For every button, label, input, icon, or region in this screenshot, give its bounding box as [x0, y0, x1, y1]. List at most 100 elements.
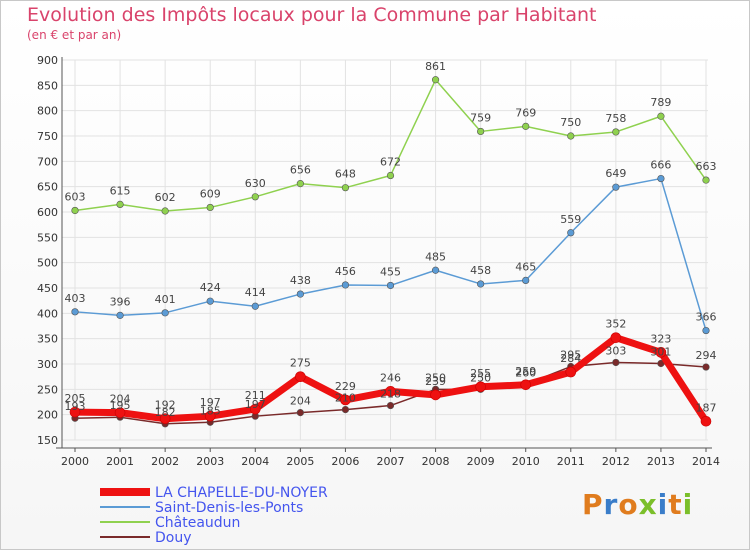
data-label-la-chapelle-du-noyer: 352	[605, 318, 626, 331]
data-point-ch-teaudun	[567, 132, 575, 140]
data-label-la-chapelle-du-noyer: 275	[290, 357, 311, 370]
data-label-ch-teaudun: 603	[65, 190, 86, 203]
data-label-ch-teaudun: 769	[515, 106, 536, 119]
data-point-douy	[386, 401, 395, 410]
y-tick-label: 600	[37, 206, 58, 219]
proxiti-logo: Proxiti	[582, 488, 693, 521]
data-point-la-chapelle-du-noyer	[610, 332, 622, 343]
y-tick-label: 150	[37, 434, 58, 447]
chart-subtitle: (en € et par an)	[27, 28, 122, 42]
data-point-ch-teaudun	[296, 180, 304, 188]
data-label-saint-denis-les-ponts: 456	[335, 265, 356, 278]
data-label-la-chapelle-du-noyer: 284	[560, 352, 581, 365]
legend-label: Douy	[155, 530, 192, 546]
x-tick-label: 2007	[377, 455, 405, 468]
data-label-saint-denis-les-ponts: 458	[470, 264, 491, 277]
legend-label: LA CHAPELLE-DU-NOYER	[155, 485, 328, 501]
y-tick-label: 650	[37, 181, 58, 194]
data-label-saint-denis-les-ponts: 438	[290, 274, 311, 287]
y-tick-label: 250	[37, 383, 58, 396]
y-tick-label: 700	[37, 155, 58, 168]
y-tick-label: 750	[37, 130, 58, 143]
x-tick-label: 2014	[692, 455, 720, 468]
data-label-ch-teaudun: 663	[696, 160, 717, 173]
x-tick-label: 2000	[61, 455, 89, 468]
data-label-douy: 301	[650, 345, 671, 358]
data-label-saint-denis-les-ponts: 455	[380, 265, 401, 278]
logo-letter: i	[682, 488, 694, 521]
data-label-douy: 260	[515, 366, 536, 379]
data-point-saint-denis-les-ponts	[71, 308, 79, 316]
data-point-douy	[702, 363, 710, 371]
data-point-ch-teaudun	[161, 207, 169, 215]
data-point-saint-denis-les-ponts	[477, 280, 485, 288]
data-point-ch-teaudun	[522, 122, 530, 130]
data-point-ch-teaudun	[702, 176, 710, 184]
y-tick-label: 550	[37, 231, 58, 244]
data-label-saint-denis-les-ponts: 649	[605, 167, 626, 180]
data-point-la-chapelle-du-noyer	[700, 415, 712, 427]
y-tick-label: 450	[37, 282, 58, 295]
data-label-la-chapelle-du-noyer: 205	[65, 392, 86, 405]
x-tick-label: 2011	[557, 455, 585, 468]
logo-letter: P	[582, 488, 604, 521]
data-point-la-chapelle-du-noyer	[520, 379, 532, 391]
data-point-ch-teaudun	[477, 127, 485, 136]
x-tick-label: 2008	[422, 455, 450, 468]
x-tick-label: 2010	[512, 455, 540, 468]
data-label-ch-teaudun: 750	[560, 116, 581, 129]
data-point-la-chapelle-du-noyer	[475, 381, 486, 393]
data-label-ch-teaudun: 602	[155, 191, 176, 204]
x-tick-label: 2013	[647, 455, 675, 468]
y-tick-label: 200	[37, 409, 58, 422]
data-point-saint-denis-les-ponts	[431, 266, 440, 274]
data-label-ch-teaudun: 672	[380, 156, 401, 169]
data-label-saint-denis-les-ponts: 403	[65, 292, 86, 305]
data-label-la-chapelle-du-noyer: 255	[470, 367, 491, 380]
x-tick-label: 2006	[331, 455, 359, 468]
data-point-la-chapelle-du-noyer	[655, 347, 667, 358]
data-point-saint-denis-les-ponts	[567, 229, 575, 237]
data-point-la-chapelle-du-noyer	[114, 407, 126, 418]
data-point-la-chapelle-du-noyer	[430, 389, 441, 401]
y-tick-label: 850	[37, 79, 58, 92]
axes: 150 200 250 300 350 400 450 500 550 600 650 700 750 8…	[37, 54, 720, 468]
chart-title: Evolution des Impôts locaux pour la Comm…	[27, 4, 597, 26]
legend: LA CHAPELLE-DU-NOYERSaint-Denis-les-Pont…	[100, 485, 328, 546]
data-label-la-chapelle-du-noyer: 229	[335, 380, 356, 393]
data-label-douy: 204	[290, 395, 311, 408]
data-point-ch-teaudun	[612, 128, 620, 136]
data-label-saint-denis-les-ponts: 401	[155, 293, 176, 306]
data-label-ch-teaudun: 615	[110, 184, 131, 197]
data-label-douy: 197	[245, 398, 266, 411]
data-label-ch-teaudun: 758	[605, 112, 626, 125]
x-tick-label: 2001	[106, 455, 134, 468]
data-point-la-chapelle-du-noyer	[385, 386, 396, 397]
legend-label: Châteaudun	[155, 515, 240, 531]
data-point-saint-denis-les-ponts	[116, 311, 124, 319]
grid	[62, 59, 708, 441]
data-point-saint-denis-les-ponts	[657, 174, 665, 183]
data-point-saint-denis-les-ponts	[251, 302, 259, 310]
data-label-saint-denis-les-ponts: 666	[650, 159, 671, 172]
data-label-ch-teaudun: 609	[200, 187, 221, 200]
data-point-saint-denis-les-ponts	[296, 290, 304, 298]
data-label-la-chapelle-du-noyer: 192	[155, 399, 176, 412]
data-point-ch-teaudun	[386, 171, 395, 180]
data-label-saint-denis-les-ponts: 485	[425, 250, 446, 263]
logo-letter: r	[603, 488, 619, 521]
data-label-douy: 210	[335, 392, 356, 405]
data-label-douy: 250	[425, 371, 446, 384]
data-point-ch-teaudun	[657, 112, 665, 120]
y-tick-label: 300	[37, 358, 58, 371]
logo-letter: i	[657, 488, 669, 521]
data-point-douy	[341, 406, 350, 414]
y-tick-label: 400	[37, 307, 58, 320]
data-point-saint-denis-les-ponts	[341, 281, 350, 289]
data-label-la-chapelle-du-noyer: 204	[110, 393, 131, 406]
data-label-la-chapelle-du-noyer: 259	[515, 365, 536, 378]
data-label-la-chapelle-du-noyer: 239	[425, 375, 446, 388]
data-point-douy	[612, 358, 620, 367]
